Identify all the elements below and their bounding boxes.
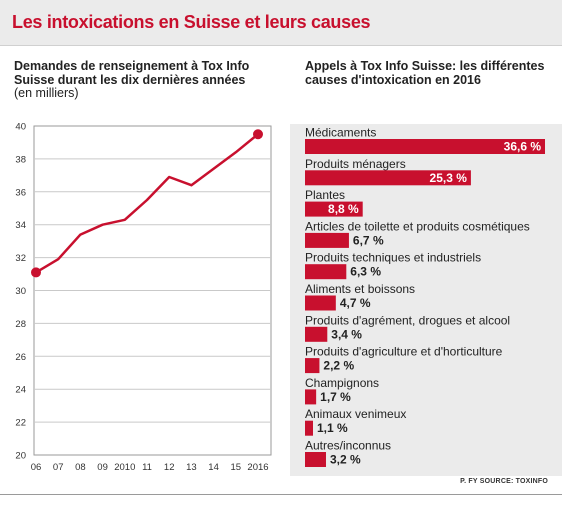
- line-chart-title: Demandes de renseignement à Tox Info Sui…: [14, 59, 284, 101]
- bar: [305, 201, 363, 217]
- bar: [305, 295, 336, 311]
- bar-value-label: 1,1 %: [317, 421, 348, 435]
- line-chart-unit: (en milliers): [14, 86, 79, 100]
- y-tick-label: 20: [15, 451, 26, 462]
- bar-value-label: 3,2 %: [330, 453, 361, 467]
- bar-category-label: Produits ménagers: [305, 157, 406, 171]
- bar: [305, 326, 328, 342]
- bar-category-label: Animaux venimeux: [305, 407, 406, 421]
- bar-category-label: Aliments et boissons: [305, 282, 415, 296]
- y-tick-label: 30: [15, 286, 26, 297]
- y-tick-label: 26: [15, 352, 26, 363]
- bar-category-label: Produits d'agrément, drogues et alcool: [305, 313, 510, 327]
- x-tick-label: 13: [186, 462, 197, 473]
- bar: [305, 358, 320, 374]
- footer-rule: [0, 494, 562, 495]
- y-tick-label: 28: [15, 319, 26, 330]
- infographic-title: Les intoxications en Suisse et leurs cau…: [12, 12, 371, 32]
- bar-value-label: 36,6 %: [504, 140, 542, 154]
- bar-category-label: Champignons: [305, 376, 379, 390]
- bar-value-label: 6,7 %: [353, 233, 384, 247]
- x-tick-label: 15: [231, 462, 242, 473]
- bar: [305, 264, 347, 280]
- bar-category-label: Plantes: [305, 188, 345, 202]
- y-tick-label: 36: [15, 187, 26, 198]
- y-tick-label: 34: [15, 220, 26, 231]
- bar-category-label: Produits d'agriculture et d'horticulture: [305, 345, 503, 359]
- y-tick-label: 38: [15, 154, 26, 165]
- bar: [305, 139, 545, 154]
- bar-value-label: 8,8 %: [328, 202, 359, 216]
- bar-category-label: Médicaments: [305, 126, 376, 140]
- bar-value-label: 1,7 %: [320, 390, 351, 404]
- line-chart-title-text: Demandes de renseignement à Tox Info Sui…: [14, 59, 250, 87]
- x-tick-label: 2016: [247, 462, 268, 473]
- series-line: [34, 132, 260, 274]
- x-tick-label: 09: [97, 462, 108, 473]
- x-tick-label: 06: [31, 462, 42, 473]
- x-tick-label: 2010: [114, 462, 135, 473]
- bar-category-label: Autres/inconnus: [305, 439, 391, 453]
- bar-category-label: Articles de toilette et produits cosméti…: [305, 219, 530, 233]
- bar-value-label: 4,7 %: [340, 296, 371, 310]
- bar: [305, 452, 326, 467]
- series-end-point: [253, 129, 263, 140]
- bar: [305, 170, 471, 186]
- bar-value-label: 25,3 %: [430, 171, 468, 185]
- bar: [305, 389, 317, 405]
- x-tick-label: 08: [75, 462, 86, 473]
- bar: [305, 420, 313, 436]
- bar-value-label: 6,3 %: [350, 265, 381, 279]
- bar-value-label: 2,2 %: [323, 359, 354, 373]
- series-start-point: [31, 267, 41, 278]
- y-tick-label: 22: [15, 418, 26, 429]
- title-bar: Les intoxications en Suisse et leurs cau…: [0, 0, 562, 46]
- bar-category-label: Produits techniques et industriels: [305, 251, 481, 265]
- bar-value-label: 3,4 %: [331, 327, 362, 341]
- y-tick-label: 24: [15, 385, 26, 396]
- source-credit: P. FY SOURCE: TOXINFO: [460, 478, 548, 485]
- bar: [305, 232, 349, 248]
- y-tick-label: 32: [15, 253, 26, 264]
- x-tick-label: 12: [164, 462, 175, 473]
- bar-chart-title: Appels à Tox Info Suisse: les différente…: [305, 59, 545, 87]
- x-tick-label: 14: [208, 462, 219, 473]
- x-tick-label: 11: [142, 462, 152, 473]
- x-tick-label: 07: [53, 462, 64, 473]
- y-tick-label: 40: [15, 122, 26, 133]
